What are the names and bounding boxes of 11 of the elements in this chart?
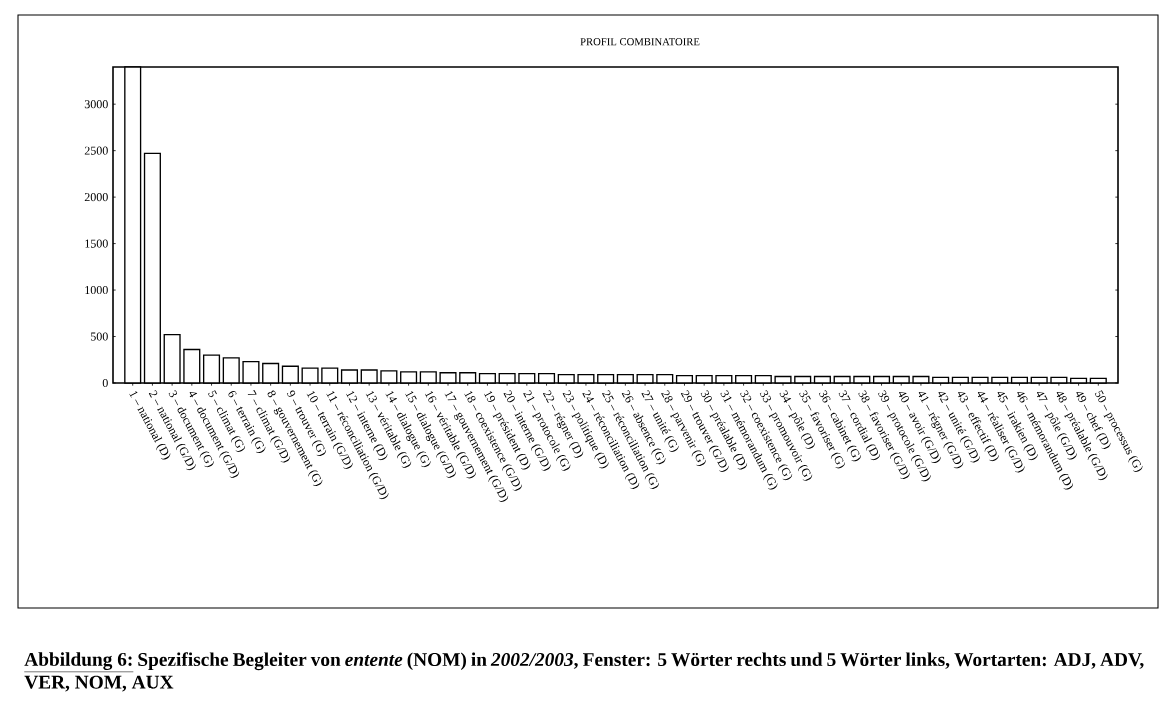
- y-tick-label: 1000: [85, 286, 108, 295]
- y-tick-label: 1500: [85, 239, 108, 248]
- text: Spezifische Begleiter von entente (NOM) in 2002/2003, Fenster: 5 Wörter rechts und 5 Wörter links, Wortarten: ADJ, ADV,: [138, 652, 1144, 671]
- text: VER, NOM, AUX: [24, 675, 174, 692]
- y-tick-label: 0: [102, 378, 108, 388]
- y-tick-label: 500: [90, 332, 108, 341]
- y-tick-label: 2500: [84, 146, 108, 155]
- y-tick-label: 2000: [84, 193, 108, 202]
- y-tick-label: 3000: [84, 100, 108, 109]
- text: Abbildung 6:: [24, 652, 132, 670]
- chart-title: PROFIL COMBINATOIRE: [580, 38, 700, 46]
